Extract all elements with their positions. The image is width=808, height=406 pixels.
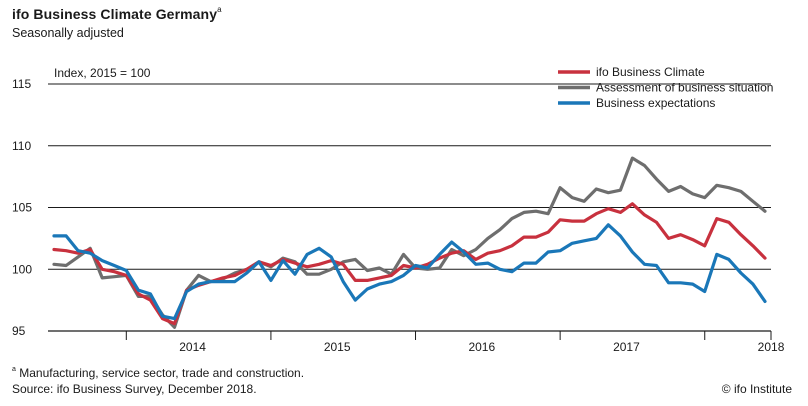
legend-label: Assessment of business situation xyxy=(596,81,773,95)
footnote: a Manufacturing, service sector, trade a… xyxy=(12,366,305,380)
x-tick-label: 2018 xyxy=(758,340,785,354)
y-tick-label: 115 xyxy=(12,77,31,91)
chart-title: ifo Business Climate Germanya xyxy=(12,5,222,22)
x-tick-label: 2014 xyxy=(179,340,206,354)
copyright: © ifo Institute xyxy=(721,382,792,396)
source-note: Source: ifo Business Survey, December 20… xyxy=(12,382,257,396)
legend-label: Business expectations xyxy=(596,96,715,110)
footnote-mark: a xyxy=(12,366,16,373)
y-tick-label: 95 xyxy=(12,324,26,338)
y-tick-label: 100 xyxy=(12,262,32,276)
x-tick-label: 2015 xyxy=(324,340,351,354)
x-tick-label: 2016 xyxy=(468,340,495,354)
index-label: Index, 2015 = 100 xyxy=(54,66,151,80)
y-tick-label: 110 xyxy=(12,139,31,153)
series-line-business-expectations xyxy=(52,223,767,321)
legend-label: ifo Business Climate xyxy=(596,65,705,79)
series-line-ifo-business-climate xyxy=(52,202,767,326)
y-tick-label: 105 xyxy=(12,201,32,215)
series-line-assessment-of-business-situation xyxy=(52,156,767,329)
chart-subtitle: Seasonally adjusted xyxy=(12,26,124,40)
title-footnote-mark: a xyxy=(217,5,222,14)
x-tick-label: 2017 xyxy=(613,340,640,354)
